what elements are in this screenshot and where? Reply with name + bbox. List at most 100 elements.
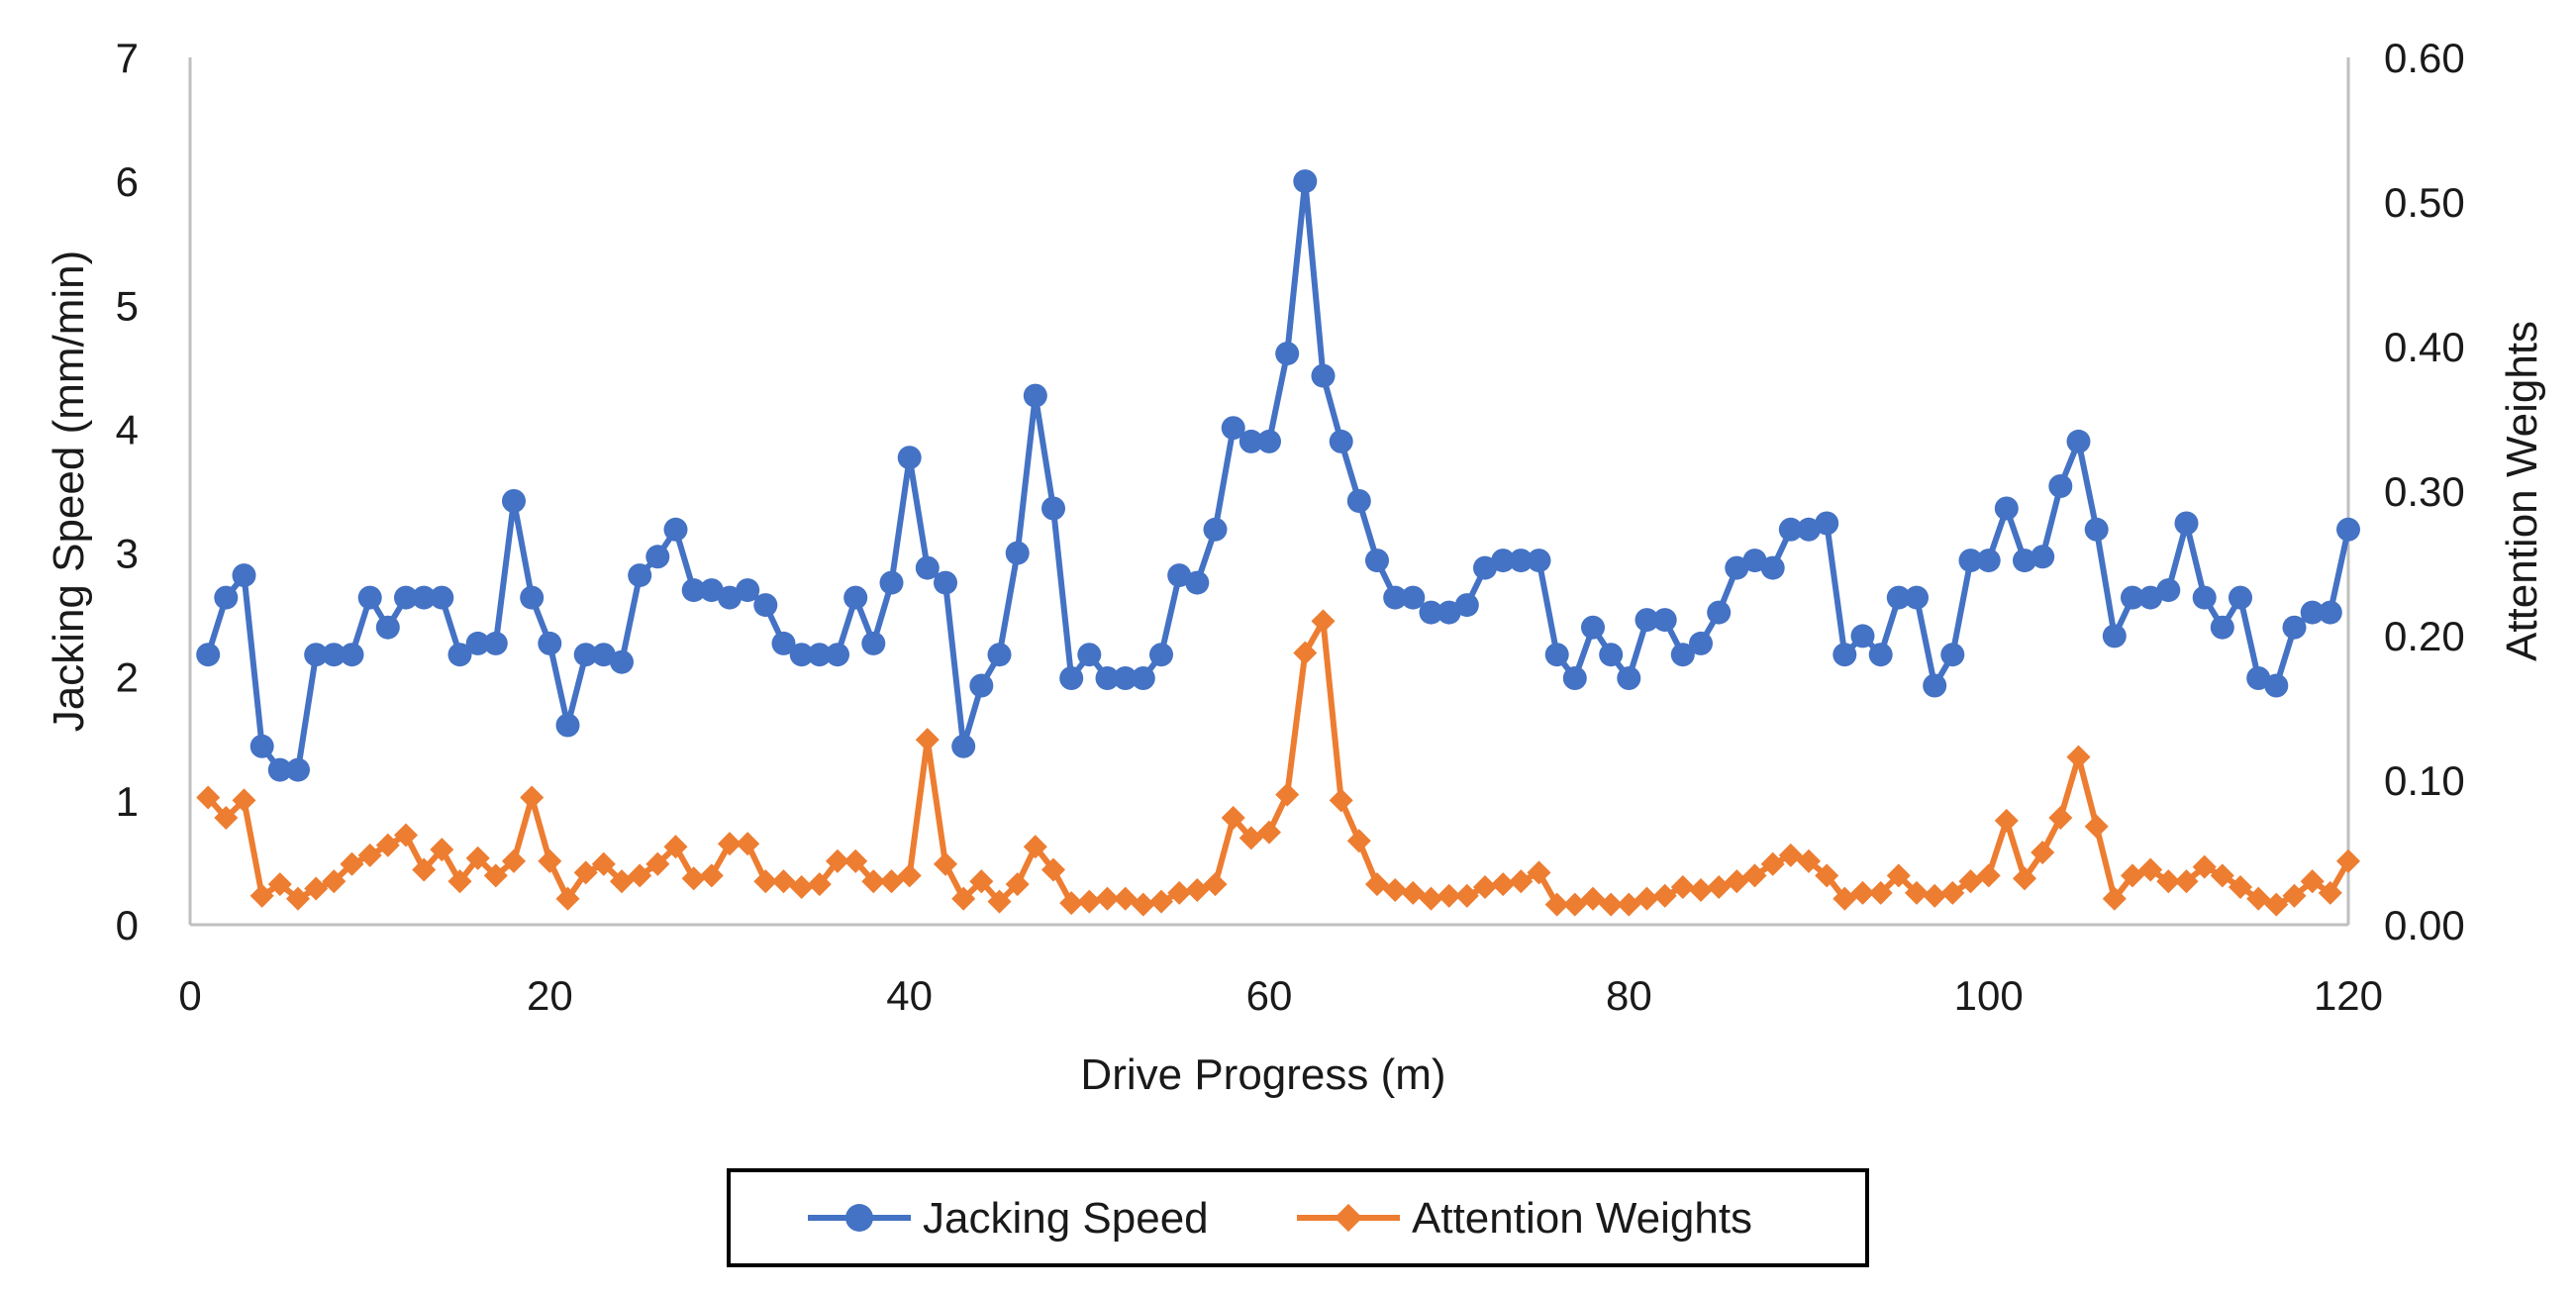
data-point-attention-weights [1868, 880, 1893, 905]
legend: Jacking Speed Attention Weights [727, 1168, 1869, 1267]
data-point-jacking-speed [340, 643, 364, 667]
data-point-attention-weights [1833, 886, 1857, 911]
data-point-jacking-speed [1257, 429, 1281, 453]
data-point-jacking-speed [2048, 474, 2073, 498]
data-point-jacking-speed [375, 615, 400, 640]
data-point-attention-weights [1311, 609, 1336, 634]
data-point-jacking-speed [2300, 600, 2325, 625]
data-point-attention-weights [1185, 877, 1210, 903]
x-tick-label: 60 [1246, 972, 1293, 1019]
data-point-jacking-speed [1203, 517, 1228, 542]
data-point-attention-weights [1707, 874, 1732, 900]
data-point-jacking-speed [1760, 555, 1785, 580]
series-layer [196, 169, 2361, 917]
data-point-jacking-speed [394, 585, 418, 610]
data-point-attention-weights [771, 869, 796, 894]
data-point-jacking-speed [286, 757, 310, 782]
data-point-jacking-speed [1185, 570, 1210, 595]
data-point-attention-weights [1904, 880, 1930, 905]
data-point-jacking-speed [2318, 600, 2342, 625]
data-point-jacking-speed [2210, 615, 2234, 640]
data-point-attention-weights [1796, 848, 1822, 873]
data-point-jacking-speed [1491, 549, 1516, 573]
data-point-jacking-speed [502, 489, 526, 513]
data-point-attention-weights [1617, 892, 1641, 917]
data-point-jacking-speed [447, 643, 472, 667]
data-point-jacking-speed [1329, 429, 1353, 453]
data-point-attention-weights [1364, 872, 1390, 897]
legend-item-attention-weights: Attention Weights [1297, 1194, 1752, 1243]
data-point-jacking-speed [591, 643, 616, 667]
data-point-jacking-speed [645, 545, 670, 569]
data-point-jacking-speed [232, 563, 256, 588]
x-tick-label: 40 [886, 972, 933, 1019]
data-point-jacking-speed [214, 585, 239, 610]
data-point-attention-weights [1635, 886, 1659, 911]
data-point-attention-weights [1652, 883, 1677, 908]
data-point-jacking-speed [1221, 416, 1245, 441]
data-point-jacking-speed [1419, 600, 1443, 625]
data-point-attention-weights [1670, 874, 1695, 900]
data-point-jacking-speed [1815, 511, 1839, 536]
data-point-attention-weights [1994, 808, 2019, 833]
data-point-attention-weights [1742, 863, 1767, 888]
data-point-attention-weights [1203, 872, 1228, 897]
data-point-attention-weights [1023, 835, 1047, 859]
data-point-jacking-speed [1473, 555, 1497, 580]
data-point-jacking-speed [2174, 511, 2199, 536]
data-point-jacking-speed [520, 585, 545, 610]
data-point-jacking-speed [1059, 666, 1084, 690]
data-point-jacking-speed [1725, 555, 1749, 580]
data-point-jacking-speed [1149, 643, 1173, 667]
y2-tick-label: 0.10 [2384, 757, 2465, 804]
data-point-jacking-speed [1797, 517, 1821, 542]
data-point-jacking-speed [1041, 496, 1065, 521]
data-point-attention-weights [1077, 889, 1102, 914]
data-point-attention-weights [1113, 886, 1138, 911]
data-point-jacking-speed [1383, 585, 1408, 610]
data-point-jacking-speed [2138, 585, 2163, 610]
data-point-attention-weights [933, 851, 958, 876]
data-point-jacking-speed [1275, 342, 1300, 366]
data-point-jacking-speed [1923, 673, 1947, 698]
data-point-attention-weights [1148, 889, 1174, 914]
data-point-jacking-speed [2121, 585, 2144, 610]
data-point-attention-weights [1329, 788, 1353, 813]
data-point-jacking-speed [1077, 643, 1102, 667]
data-point-jacking-speed [2246, 666, 2271, 690]
data-point-jacking-speed [2084, 517, 2109, 542]
x-tick-label: 0 [178, 972, 201, 1019]
data-point-jacking-speed [1437, 600, 1461, 625]
data-point-jacking-speed [2013, 549, 2036, 573]
data-point-attention-weights [1562, 892, 1587, 917]
data-point-jacking-speed [1454, 593, 1479, 618]
legend-marker-circle-icon [845, 1204, 873, 1232]
x-tick-label: 20 [527, 972, 573, 1019]
data-point-jacking-speed [1850, 624, 1875, 648]
data-point-attention-weights [538, 848, 562, 873]
data-point-attention-weights [1958, 869, 1983, 894]
data-point-jacking-speed [1742, 549, 1767, 573]
tick-labels: 0 20 40 60 80 100 120 0 1 2 3 4 5 6 7 0.00 0.10 0.20 0.30 0… [116, 35, 2465, 1019]
data-point-attention-weights [520, 785, 545, 810]
data-point-jacking-speed [357, 585, 382, 610]
data-point-attention-weights [1509, 869, 1534, 894]
data-point-jacking-speed [610, 649, 634, 674]
data-point-jacking-speed [1635, 608, 1659, 633]
y-tick-label: 0 [116, 902, 139, 948]
data-point-attention-weights [681, 866, 706, 891]
x-tick-label: 100 [1954, 972, 2024, 1019]
data-point-attention-weights [1940, 880, 1965, 905]
data-point-attention-weights [1472, 874, 1498, 900]
data-point-jacking-speed [412, 585, 437, 610]
data-point-jacking-speed [573, 643, 598, 667]
x-tick-label: 80 [1606, 972, 1652, 1019]
data-point-jacking-speed [861, 631, 886, 655]
data-point-attention-weights [1778, 843, 1803, 867]
data-point-attention-weights [1419, 886, 1443, 911]
data-point-attention-weights [1886, 863, 1911, 888]
legend-label-jacking-speed: Jacking Speed [923, 1194, 1209, 1243]
legend-marker-diamond-icon [1334, 1203, 1363, 1233]
y2-tick-label: 0.00 [2384, 902, 2465, 948]
